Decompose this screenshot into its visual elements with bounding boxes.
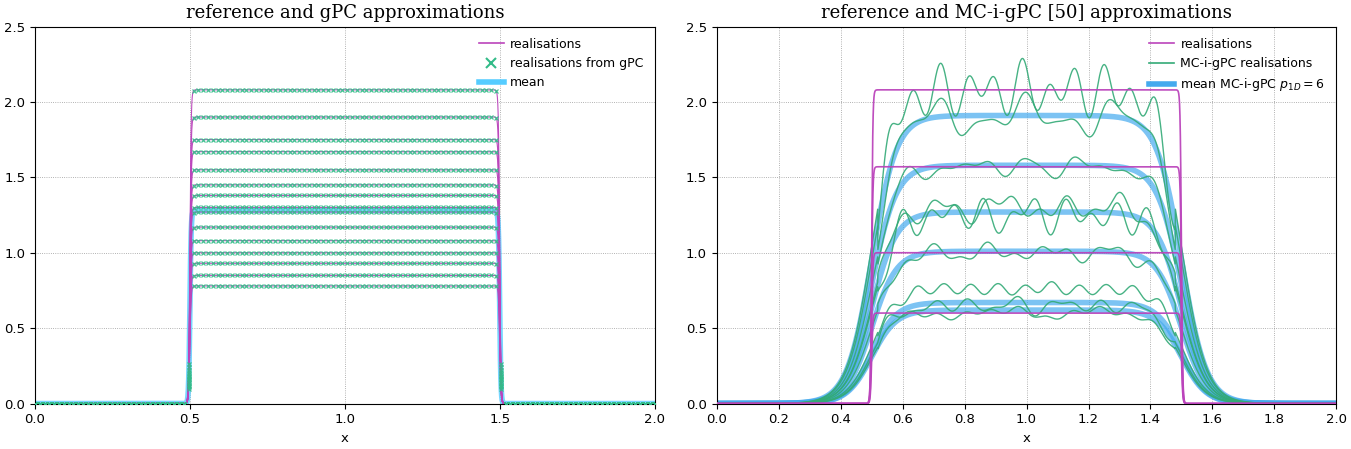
X-axis label: x: x [1023,432,1031,445]
X-axis label: x: x [340,432,349,445]
Legend: realisations, MC-i-gPC realisations, mean MC-i-gPC $p_{1D}=6$: realisations, MC-i-gPC realisations, mea… [1144,33,1331,98]
Title: reference and gPC approximations: reference and gPC approximations [185,4,504,22]
Title: reference and MC-i-gPC [50] approximations: reference and MC-i-gPC [50] approximatio… [821,4,1232,22]
Legend: realisations, realisations from gPC, mean: realisations, realisations from gPC, mea… [474,33,648,94]
